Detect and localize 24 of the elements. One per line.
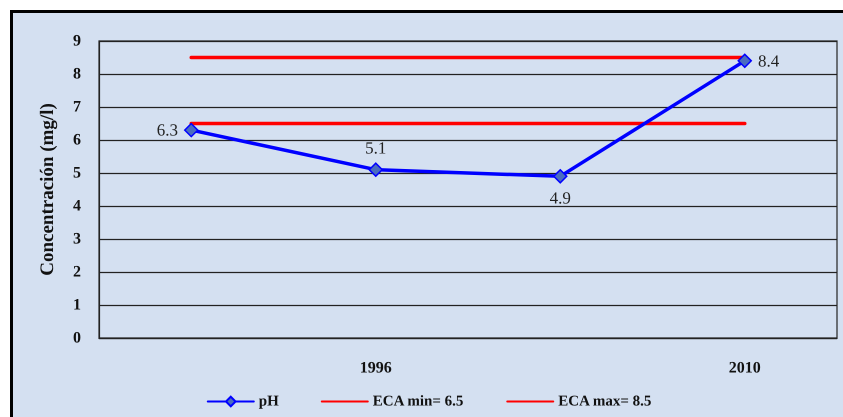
y-tick-label: 8: [73, 66, 81, 82]
x-tick-label: 2010: [728, 360, 761, 376]
data-label: 8.4: [758, 51, 780, 70]
y-tick-label: 5: [73, 164, 81, 182]
y-tick-label: 4: [73, 198, 81, 214]
x-tick-label: 1996: [360, 360, 392, 376]
point: [553, 169, 568, 184]
point: [368, 162, 383, 177]
point: [738, 54, 752, 68]
legend-label: ECA min= 6.5: [372, 394, 464, 410]
legend-label: ECA max= 8.5: [558, 394, 652, 410]
y-tick-label: 7: [73, 98, 81, 116]
point: [184, 122, 198, 138]
data-label: 6.3: [156, 120, 178, 140]
y-tick-label: 3: [73, 230, 81, 248]
y-axis-title: Concentración (mg/l): [37, 103, 58, 276]
data-label: 4.9: [550, 188, 571, 208]
y-tick-label: 1: [73, 296, 81, 314]
y-tick-label: 2: [73, 264, 81, 280]
y-tick-label: 9: [73, 32, 81, 50]
data-label: 5.1: [365, 138, 386, 158]
legend-label: pH: [258, 394, 280, 410]
y-tick-label: 0: [73, 330, 81, 346]
y-tick-label: 6: [73, 132, 81, 148]
